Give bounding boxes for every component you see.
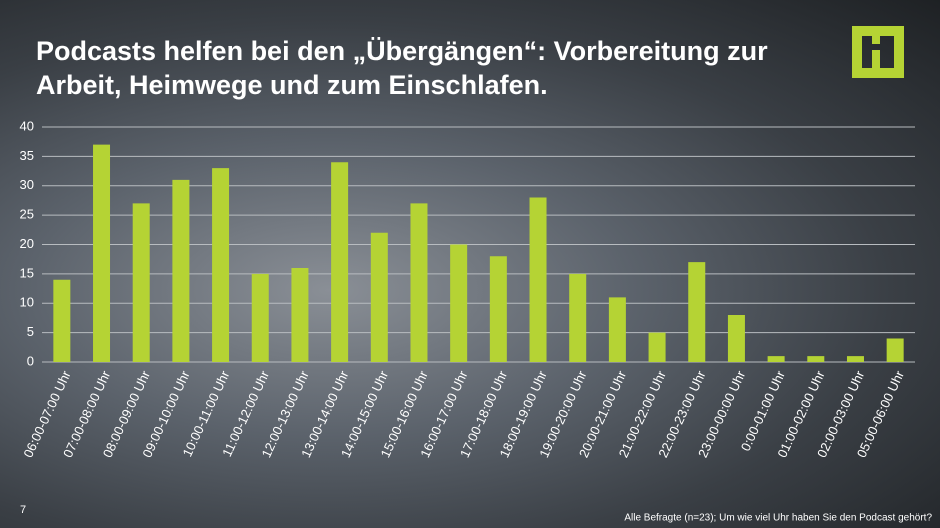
bar bbox=[529, 197, 547, 362]
y-tick-label: 25 bbox=[20, 207, 34, 222]
bar bbox=[767, 356, 785, 362]
bar bbox=[331, 162, 349, 362]
y-tick-label: 35 bbox=[20, 148, 34, 163]
bar bbox=[291, 268, 309, 362]
bar bbox=[688, 262, 706, 362]
footnote: Alle Befragte (n=23); Um wie viel Uhr ha… bbox=[624, 513, 932, 524]
y-tick-label: 20 bbox=[20, 236, 34, 251]
bar bbox=[489, 256, 507, 362]
bar bbox=[886, 338, 904, 362]
bar bbox=[727, 315, 745, 362]
y-tick-label: 10 bbox=[20, 295, 34, 310]
chart-title: Podcasts helfen bei den „Übergängen“: Vo… bbox=[36, 36, 768, 100]
y-tick-label: 40 bbox=[20, 118, 34, 133]
bar bbox=[608, 297, 626, 362]
bar bbox=[569, 273, 587, 362]
bar bbox=[172, 179, 190, 362]
bar bbox=[93, 144, 111, 362]
bar bbox=[370, 232, 388, 362]
y-tick-label: 0 bbox=[27, 353, 34, 368]
bar bbox=[846, 356, 864, 362]
bar bbox=[807, 356, 825, 362]
bar bbox=[212, 168, 230, 362]
bar bbox=[53, 279, 71, 362]
bar bbox=[450, 244, 468, 362]
bar bbox=[251, 273, 269, 362]
page-number: 7 bbox=[20, 504, 26, 516]
bar bbox=[648, 332, 666, 362]
y-tick-label: 15 bbox=[20, 265, 34, 280]
logo bbox=[852, 26, 904, 78]
y-tick-label: 5 bbox=[27, 324, 34, 339]
y-tick-label: 30 bbox=[20, 177, 34, 192]
bar bbox=[132, 203, 150, 362]
bar bbox=[410, 203, 428, 362]
